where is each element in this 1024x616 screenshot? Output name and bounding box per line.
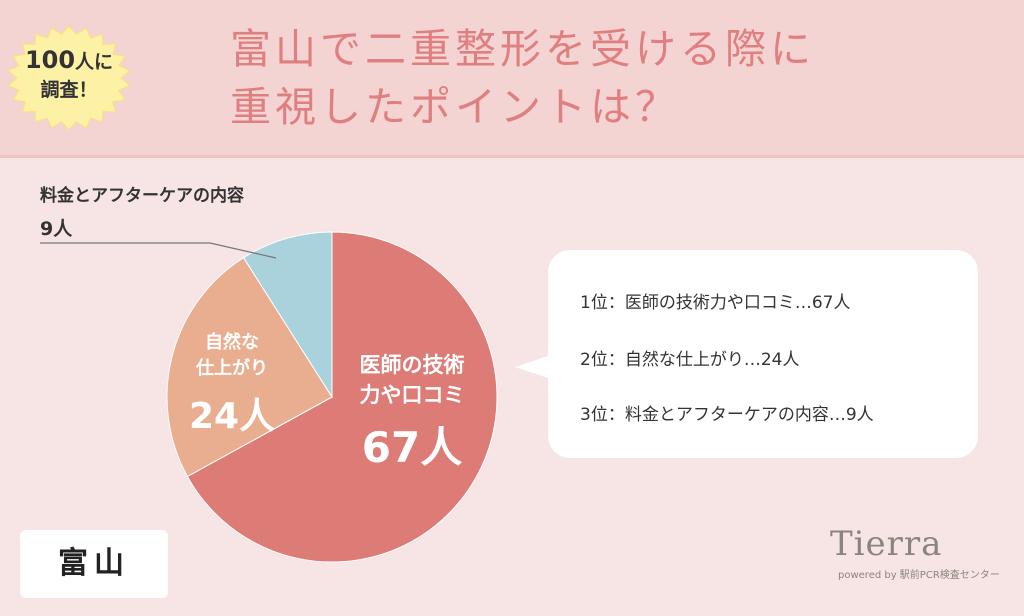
slice-1-label-line2: 力や口コミ	[360, 383, 465, 407]
slice-3-leader-line	[40, 242, 277, 259]
slice-2-value-label: 24人	[189, 396, 275, 437]
badge-number: 100	[24, 46, 76, 74]
page-title: 富山で二重整形を受ける際に 重視したポイントは？	[230, 20, 990, 136]
slice-2-label-line2: 仕上がり	[195, 357, 268, 379]
ranking-callout	[548, 250, 978, 458]
slice-2-label-line1: 自然な	[205, 331, 259, 353]
title-line2: 重視したポイントは？	[230, 83, 680, 131]
slice-1-label-line1: 医師の技術	[360, 353, 465, 377]
slice-3-label: 料金とアフターケアの内容	[40, 185, 244, 206]
logo-subtitle: powered by 駅前PCR検査センター	[838, 570, 1000, 581]
rank-item-1: 1位：医師の技術力や口コミ…67人	[580, 293, 851, 313]
survey-badge: 100人に 調査！	[6, 26, 132, 130]
rank-item-3: 3位：料金とアフターケアの内容…9人	[580, 405, 874, 425]
pie-slice-1	[186, 231, 498, 563]
title-line1: 富山で二重整形を受ける際に	[230, 25, 815, 73]
logo-name: Tierra	[830, 524, 943, 564]
header-divider	[0, 155, 1024, 158]
prefecture-label: 富山	[58, 546, 130, 581]
prefecture-tag: 富山	[20, 530, 168, 598]
slice-1-value-label: 67人	[362, 423, 462, 472]
pie-slice-2	[166, 256, 333, 478]
badge-line1-suffix: 人に	[75, 51, 114, 73]
brand-logo: Tierra powered by 駅前PCR検査センター	[820, 510, 1010, 590]
rank-item-2: 2位：自然な仕上がり…24人	[580, 350, 800, 370]
header-band	[0, 0, 1024, 155]
badge-burst-shape	[7, 26, 131, 130]
callout-pointer	[515, 355, 551, 379]
pie-slice-3	[242, 231, 333, 399]
badge-line2: 調査！	[40, 79, 98, 101]
badge-text: 100人に 調査！	[6, 46, 132, 104]
slice-3-value-label: 9人	[40, 218, 73, 240]
